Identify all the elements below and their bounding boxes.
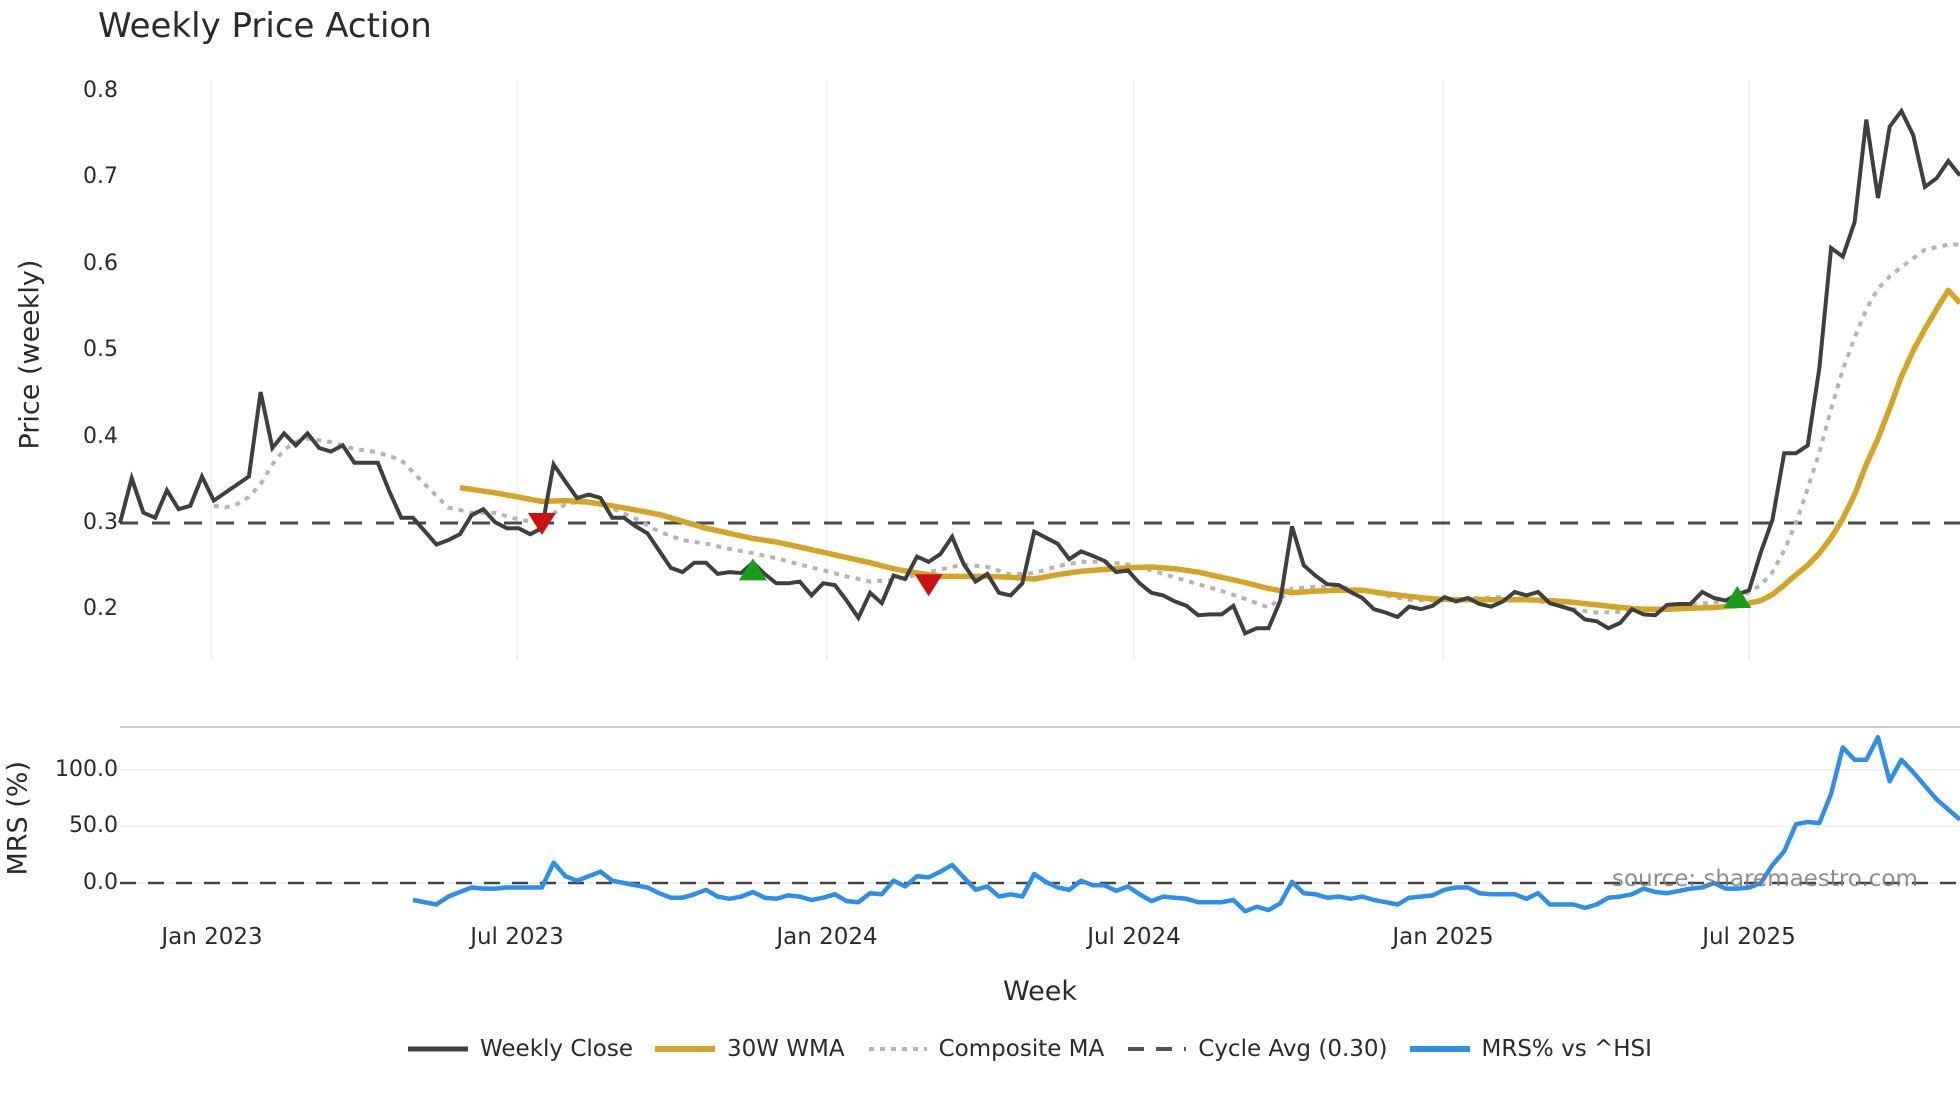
- legend-label: MRS% vs ^HSI: [1481, 1036, 1652, 1062]
- weekly-close-line: [118, 107, 1960, 636]
- mrs-ytick: 100.0: [55, 757, 118, 782]
- mrs-ytick: 0.0: [83, 870, 118, 895]
- sell-signal-icon: [527, 513, 556, 535]
- legend-item-cycle-avg[interactable]: Cycle Avg (0.30): [1126, 1036, 1388, 1062]
- price-ytick: 0.3: [83, 510, 118, 535]
- legend-item-30w-wma[interactable]: 30W WMA: [654, 1036, 845, 1062]
- legend-item-weekly-close[interactable]: Weekly Close: [408, 1036, 633, 1062]
- legend-label: Weekly Close: [480, 1036, 633, 1062]
- price-ytick: 0.2: [83, 596, 118, 621]
- price-ytick: 0.5: [83, 337, 118, 362]
- legend-label: Composite MA: [938, 1036, 1105, 1062]
- legend: Weekly Close 30W WMA Composite MA Cycle …: [408, 1036, 1674, 1062]
- mrs-line: [412, 734, 1960, 914]
- price-ytick: 0.7: [83, 164, 118, 189]
- price-ytick: 0.8: [83, 78, 118, 103]
- legend-item-composite-ma[interactable]: Composite MA: [867, 1036, 1105, 1062]
- legend-swatch-solid: [654, 1042, 715, 1056]
- xtick-label: Jan 2025: [1392, 924, 1494, 950]
- buy-signal-icon: [738, 558, 767, 581]
- xtick-label: Jul 2024: [1087, 924, 1181, 950]
- price-ytick: 0.4: [83, 424, 118, 449]
- legend-swatch-solid: [408, 1042, 468, 1056]
- mrs-ytick: 50.0: [69, 813, 118, 838]
- legend-label: Cycle Avg (0.30): [1198, 1036, 1388, 1062]
- x-axis-title: Week: [1003, 976, 1077, 1007]
- legend-label: 30W WMA: [726, 1036, 845, 1062]
- chart-title: Weekly Price Action: [98, 6, 432, 46]
- buy-signal-icon: [1723, 585, 1752, 608]
- legend-swatch-dotted: [867, 1042, 927, 1056]
- xtick-label: Jul 2023: [470, 924, 564, 950]
- legend-swatch-solid: [1409, 1042, 1470, 1056]
- wma-line: [459, 287, 1960, 612]
- mrs-axis-title: MRS (%): [2, 761, 34, 876]
- source-watermark: source: sharemaestro.com: [1612, 866, 1918, 892]
- xtick-label: Jan 2023: [161, 924, 263, 950]
- legend-item-mrs[interactable]: MRS% vs ^HSI: [1409, 1036, 1652, 1062]
- price-ytick: 0.6: [83, 251, 118, 276]
- sell-signal-icon: [914, 574, 943, 597]
- price-axis-title: Price (weekly): [14, 259, 46, 450]
- xtick-label: Jul 2025: [1702, 924, 1796, 950]
- legend-swatch-dashed: [1126, 1042, 1187, 1056]
- composite-ma-line: [213, 242, 1960, 615]
- xtick-label: Jan 2024: [776, 924, 878, 950]
